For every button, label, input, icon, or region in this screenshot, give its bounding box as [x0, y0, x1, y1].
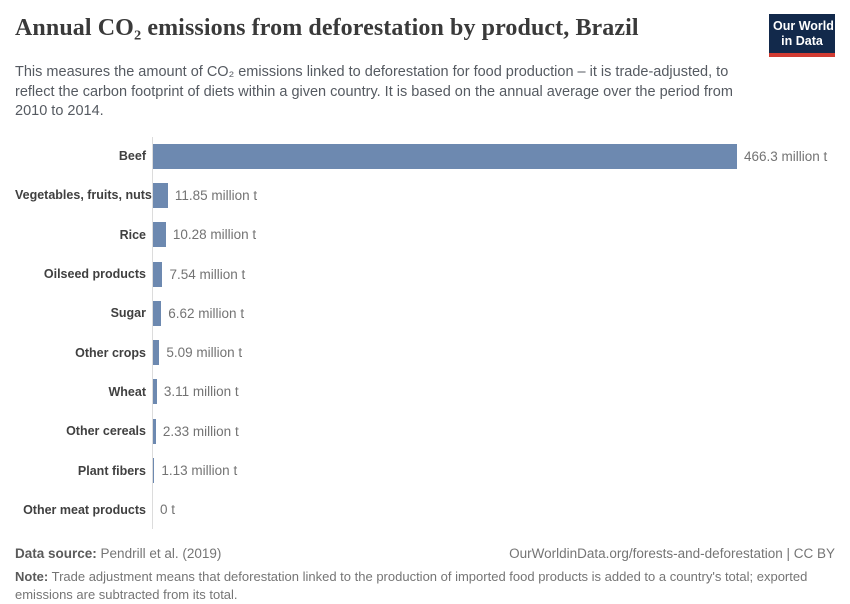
category-label: Other crops [75, 345, 146, 360]
owid-logo[interactable]: Our World in Data [769, 14, 835, 57]
category-label: Beef [118, 149, 146, 164]
bar[interactable] [153, 379, 157, 405]
value-label: 1.13 million t [161, 463, 238, 479]
bar[interactable] [153, 458, 155, 484]
chart-row: Other cereals 2.33 million t [15, 411, 835, 451]
note-text: Trade adjustment means that deforestatio… [15, 569, 808, 603]
bar-area: 466.3 million t [152, 136, 835, 176]
footer: Data source: Pendrill et al. (2019) OurW… [15, 546, 835, 604]
value-label: 7.54 million t [169, 266, 246, 282]
owid-logo-line1: Our World [773, 19, 834, 33]
value-label: 2.33 million t [162, 423, 239, 439]
value-label: 5.09 million t [166, 345, 243, 361]
value-label: 466.3 million t [744, 148, 828, 164]
category-label: Other meat products [23, 502, 146, 517]
category-label: Rice [119, 227, 146, 242]
chart-row: Vegetables, fruits, nuts 11.85 million t [15, 175, 835, 216]
chart-row: Oilseed products 7.54 million t [15, 254, 835, 294]
bar-chart: Beef 466.3 million t Vegetables, fruits, n… [15, 136, 835, 530]
chart-row: Other crops 5.09 million t [15, 332, 835, 373]
bar-area: 6.62 million t [152, 293, 835, 333]
bar[interactable] [153, 340, 160, 366]
value-label: 10.28 million t [172, 227, 257, 243]
bar-area: 5.09 million t [152, 332, 835, 373]
data-source: Data source: Pendrill et al. (2019) [15, 546, 221, 561]
source-row: Data source: Pendrill et al. (2019) OurW… [15, 546, 835, 561]
chart-row: Wheat 3.11 million t [15, 372, 835, 412]
bar-area: 7.54 million t [152, 254, 835, 294]
owid-url-license[interactable]: OurWorldinData.org/forests-and-deforesta… [509, 546, 835, 562]
bar-area: 0 t [152, 490, 835, 530]
value-label: 6.62 million t [168, 305, 245, 321]
owid-logo-line2: in Data [781, 34, 823, 48]
bar-area: 1.13 million t [152, 450, 835, 491]
chart-row: Other meat products 0 t [15, 490, 835, 530]
category-label: Plant fibers [77, 463, 146, 478]
bar-area: 3.11 million t [152, 372, 835, 412]
category-label: Other cereals [66, 424, 146, 439]
bar-area: 2.33 million t [152, 411, 835, 451]
bar[interactable] [153, 182, 168, 208]
bar[interactable] [153, 143, 737, 169]
bar[interactable] [153, 418, 156, 444]
category-label: Sugar [110, 306, 146, 321]
header: Annual CO₂ emissions from deforestation … [15, 12, 835, 122]
chart-subtitle: This measures the amount of CO₂ emission… [15, 64, 733, 119]
value-label: 11.85 million t [174, 187, 258, 203]
title-row: Annual CO₂ emissions from deforestation … [15, 12, 835, 57]
chart-row: Plant fibers 1.13 million t [15, 450, 835, 491]
page-title: Annual CO₂ emissions from deforestation … [15, 15, 639, 41]
chart-rows: Beef 466.3 million t Vegetables, fruits, n… [15, 136, 835, 530]
chart-row: Beef 466.3 million t [15, 136, 835, 176]
bar-area: 11.85 million t [152, 175, 835, 216]
bar-area: 10.28 million t [152, 215, 835, 255]
footnote: Note: Trade adjustment means that defore… [15, 568, 827, 604]
category-label: Wheat [108, 384, 147, 399]
bar[interactable] [153, 300, 162, 326]
bar[interactable] [153, 261, 163, 287]
category-label: Oilseed products [43, 267, 146, 282]
note-label: Note: [15, 569, 49, 585]
data-source-label: Data source: [15, 546, 97, 562]
chart-row: Rice 10.28 million t [15, 215, 835, 255]
chart-row: Sugar 6.62 million t [15, 293, 835, 333]
data-source-value: Pendrill et al. (2019) [100, 546, 222, 562]
value-label: 3.11 million t [163, 384, 239, 400]
bar[interactable] [153, 222, 166, 248]
value-label: 0 t [160, 502, 176, 518]
category-label: Vegetables, fruits, nuts [15, 188, 152, 203]
